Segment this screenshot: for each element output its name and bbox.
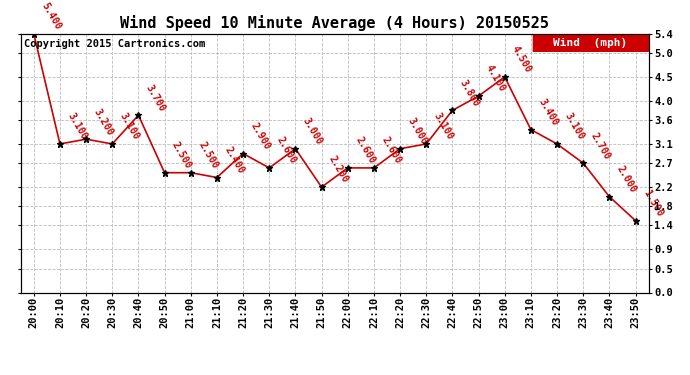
Text: 3.700: 3.700 [144,82,168,113]
Text: 1.500: 1.500 [641,188,664,219]
Text: 3.100: 3.100 [66,111,89,142]
Text: 2.600: 2.600 [380,135,403,166]
Text: 2.600: 2.600 [275,135,298,166]
Text: 3.000: 3.000 [301,116,324,147]
Text: 2.600: 2.600 [353,135,377,166]
Text: 2.400: 2.400 [222,145,246,176]
Text: Copyright 2015 Cartronics.com: Copyright 2015 Cartronics.com [24,39,205,49]
Text: 4.100: 4.100 [484,63,507,94]
Text: 3.100: 3.100 [562,111,586,142]
Text: 2.500: 2.500 [170,140,193,171]
Title: Wind Speed 10 Minute Average (4 Hours) 20150525: Wind Speed 10 Minute Average (4 Hours) 2… [120,15,549,31]
Text: 2.000: 2.000 [615,164,638,195]
Text: 2.700: 2.700 [589,130,612,161]
Text: 2.200: 2.200 [327,154,351,185]
Text: 3.400: 3.400 [536,97,560,128]
Text: 2.900: 2.900 [248,121,272,152]
Text: 4.500: 4.500 [511,44,533,75]
Text: 3.000: 3.000 [406,116,429,147]
Text: 3.100: 3.100 [432,111,455,142]
Text: 3.800: 3.800 [458,78,482,108]
Text: 5.400: 5.400 [39,1,63,32]
Text: 3.100: 3.100 [118,111,141,142]
Text: 3.200: 3.200 [92,106,115,137]
Text: 2.500: 2.500 [197,140,219,171]
